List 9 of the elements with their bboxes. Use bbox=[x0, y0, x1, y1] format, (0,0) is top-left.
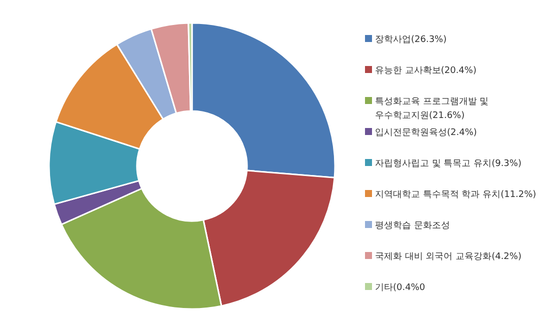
legend-label: 평생학습 문화조성 bbox=[375, 221, 450, 231]
legend-label: 자립형사립고 및 특목고 유치(9.3%) bbox=[375, 159, 522, 169]
legend-label: 국제화 대비 외국어 교육강화(4.2%) bbox=[375, 252, 522, 262]
legend-label: 입시전문학원육성(2.4%) bbox=[375, 128, 477, 138]
legend-label: 기타(0.4%0 bbox=[375, 283, 426, 293]
legend-label: 장학사업(26.3%) bbox=[375, 35, 447, 45]
legend-label: 지역대학교 특수목적 학과 유치(11.2%) bbox=[375, 190, 536, 200]
legend-label: 유능한 교사확보(20.4%) bbox=[375, 66, 476, 76]
legend-label: 특성화교육 프로그램개발 및 우수학교지원(21.6%) bbox=[375, 97, 489, 121]
